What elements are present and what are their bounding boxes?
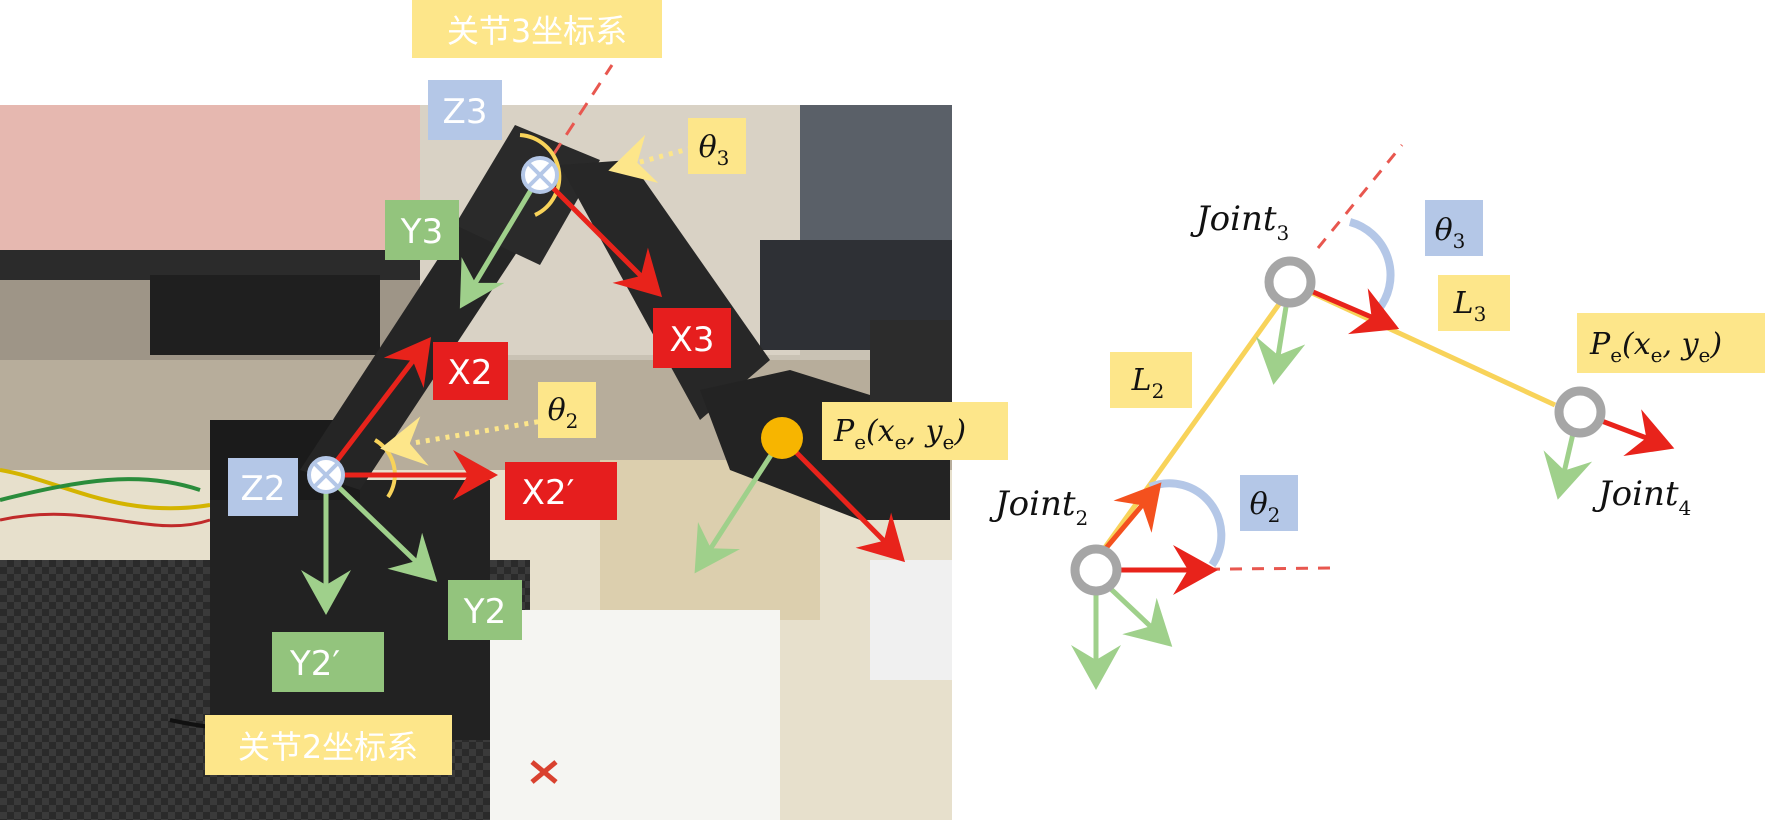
photo-theta3-box bbox=[688, 118, 746, 174]
schem-theta2-label: θ2 bbox=[1250, 487, 1281, 527]
gripper-body bbox=[870, 320, 952, 410]
photo-theta3-arc bbox=[519, 133, 562, 217]
photo-pe-label: Pe(xe, ye) bbox=[833, 414, 966, 454]
paper-sheet bbox=[490, 610, 780, 820]
photo-y2-arrow bbox=[324, 473, 438, 582]
frame3-label: 关节3坐标系 bbox=[447, 12, 627, 50]
schem-l2-box bbox=[1110, 352, 1192, 408]
robot-arm-photo bbox=[0, 105, 952, 820]
white-box bbox=[870, 560, 952, 680]
photo-theta2-pointer bbox=[380, 416, 549, 466]
device-box bbox=[150, 275, 380, 355]
schem-l3-label: L3 bbox=[1453, 286, 1487, 326]
y2p-label: Y2′ bbox=[289, 644, 340, 684]
photo-x2-arrow bbox=[324, 337, 432, 477]
photo-joint2-marker bbox=[307, 456, 345, 494]
x2p-label-box bbox=[505, 462, 617, 520]
photo-joint3-marker bbox=[521, 156, 559, 194]
y3-label: Y3 bbox=[400, 212, 443, 252]
photo-theta3-pointer bbox=[608, 134, 693, 184]
photo-theta2-box bbox=[538, 382, 596, 438]
schem-joint2 bbox=[1070, 544, 1122, 596]
schem-joint3-label: Joint3 bbox=[1190, 199, 1289, 245]
kinematic-schematic bbox=[1070, 144, 1675, 690]
z2-label-box bbox=[228, 458, 298, 516]
y2p-label-box bbox=[272, 632, 384, 692]
y2-label: Y2 bbox=[463, 592, 506, 632]
schem-joint2-label: Joint2 bbox=[989, 484, 1088, 530]
schem-l2-label: L2 bbox=[1131, 363, 1165, 403]
frame3-label-box bbox=[412, 0, 662, 58]
y2-label-box bbox=[448, 580, 522, 640]
schem-theta3-arc bbox=[1348, 218, 1395, 313]
joint3-axis-dash bbox=[538, 64, 614, 176]
wire-yellow bbox=[0, 468, 211, 511]
x3-label-box bbox=[653, 308, 731, 368]
x3-label: X3 bbox=[670, 320, 715, 360]
schem-theta2-arc bbox=[1148, 479, 1226, 568]
wire-red bbox=[0, 512, 211, 528]
z3-label-box bbox=[428, 80, 502, 140]
y3-label-box bbox=[385, 200, 459, 260]
schem-theta3-box bbox=[1425, 200, 1483, 256]
schem-pe-label: Pe(xe, ye) bbox=[1589, 327, 1722, 367]
photo-y3-arrow bbox=[459, 173, 543, 309]
schem-joint3 bbox=[1264, 256, 1316, 308]
photo-x3-arrow bbox=[538, 173, 663, 298]
schem-l3-box bbox=[1438, 275, 1510, 331]
schem-pe-box bbox=[1577, 313, 1765, 373]
paper-x-mark bbox=[530, 760, 558, 784]
schem-theta2-box bbox=[1240, 475, 1298, 531]
x2-label-box bbox=[433, 342, 508, 400]
z3-label: Z3 bbox=[443, 92, 488, 132]
schem-theta3-label: θ3 bbox=[1435, 213, 1466, 253]
frame2-label: 关节2坐标系 bbox=[238, 728, 418, 766]
schem-joint2-dash bbox=[1119, 566, 1336, 572]
photo-pe-y-arrow bbox=[694, 436, 785, 574]
wire-green bbox=[0, 477, 201, 502]
photo-pe-box bbox=[822, 402, 1008, 460]
schem-joint4-label: Joint4 bbox=[1592, 474, 1691, 520]
z2-label: Z2 bbox=[241, 469, 286, 509]
frame2-label-box bbox=[205, 715, 452, 775]
monitor-screen bbox=[0, 105, 420, 255]
photo-theta2-label: θ2 bbox=[548, 393, 579, 433]
photo-end-point bbox=[761, 417, 803, 459]
photo-theta3-label: θ3 bbox=[699, 130, 730, 170]
laptop-screen bbox=[800, 105, 952, 245]
schem-joint3-dash bbox=[1316, 144, 1404, 249]
schem-joint4 bbox=[1554, 386, 1606, 438]
photo-pe-x-arrow bbox=[780, 436, 906, 563]
x2p-label: X2′ bbox=[522, 473, 575, 513]
x2-label: X2 bbox=[448, 353, 493, 393]
